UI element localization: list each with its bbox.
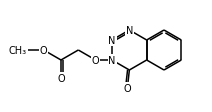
- Text: N: N: [126, 26, 133, 36]
- Text: O: O: [124, 83, 131, 93]
- Text: O: O: [92, 56, 99, 65]
- Text: CH₃: CH₃: [8, 46, 27, 56]
- Text: N: N: [108, 36, 116, 46]
- Text: O: O: [57, 73, 65, 83]
- Text: O: O: [40, 46, 47, 56]
- Text: N: N: [108, 56, 116, 65]
